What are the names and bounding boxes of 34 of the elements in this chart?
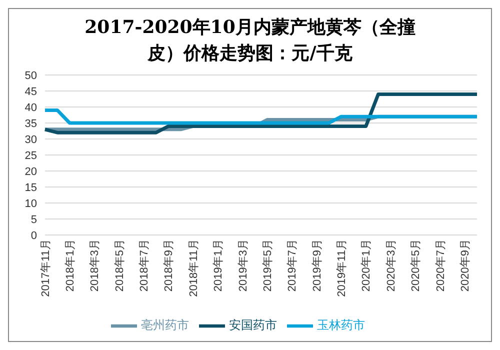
y-tick-label: 0 bbox=[30, 230, 37, 242]
x-tick-label: 2018年3月 bbox=[89, 239, 102, 292]
x-tick-label: 2019年7月 bbox=[286, 239, 299, 292]
y-tick-label: 25 bbox=[24, 150, 37, 162]
legend-label: 亳州药市 bbox=[141, 318, 189, 332]
line-series bbox=[43, 92, 479, 134]
x-tick-label: 2020年9月 bbox=[459, 239, 472, 292]
y-tick-label: 15 bbox=[24, 182, 37, 194]
x-tick-label: 2019年5月 bbox=[262, 239, 274, 292]
x-tick-label: 2020年7月 bbox=[434, 239, 447, 292]
y-tick-label: 35 bbox=[24, 118, 37, 130]
x-tick-label: 2018年7月 bbox=[138, 239, 151, 292]
x-tick-label: 2018年9月 bbox=[163, 239, 176, 292]
x-tick-label: 2019年3月 bbox=[237, 239, 250, 292]
x-tick-label: 2017年11月 bbox=[40, 239, 52, 297]
legend-label: 安国药市 bbox=[229, 318, 277, 332]
x-tick-label: 2019年11月 bbox=[336, 239, 348, 297]
x-tick-label: 2020年3月 bbox=[385, 239, 398, 292]
x-tick-label: 2018年1月 bbox=[64, 239, 76, 292]
y-tick-label: 20 bbox=[24, 166, 37, 178]
y-tick-label: 45 bbox=[24, 86, 37, 98]
y-tick-label: 40 bbox=[24, 102, 37, 114]
x-tick-label: 2018年11月 bbox=[188, 239, 200, 297]
legend-label: 玉林药市 bbox=[317, 318, 365, 332]
x-tick-label: 2020年5月 bbox=[410, 239, 422, 292]
x-tick-label: 2020年1月 bbox=[360, 239, 373, 292]
y-tick-label: 5 bbox=[30, 214, 37, 226]
x-tick-label: 2018年5月 bbox=[114, 239, 126, 292]
y-tick-label: 50 bbox=[24, 70, 37, 82]
y-tick-label: 10 bbox=[24, 198, 37, 210]
y-tick-label: 30 bbox=[24, 134, 37, 146]
x-tick-label: 2019年1月 bbox=[212, 239, 225, 292]
chart-title: 2017-2020年10月内蒙产地黄芩（全撞皮）价格走势图：元/千克 bbox=[84, 16, 416, 66]
x-tick-label: 2019年9月 bbox=[311, 239, 324, 292]
